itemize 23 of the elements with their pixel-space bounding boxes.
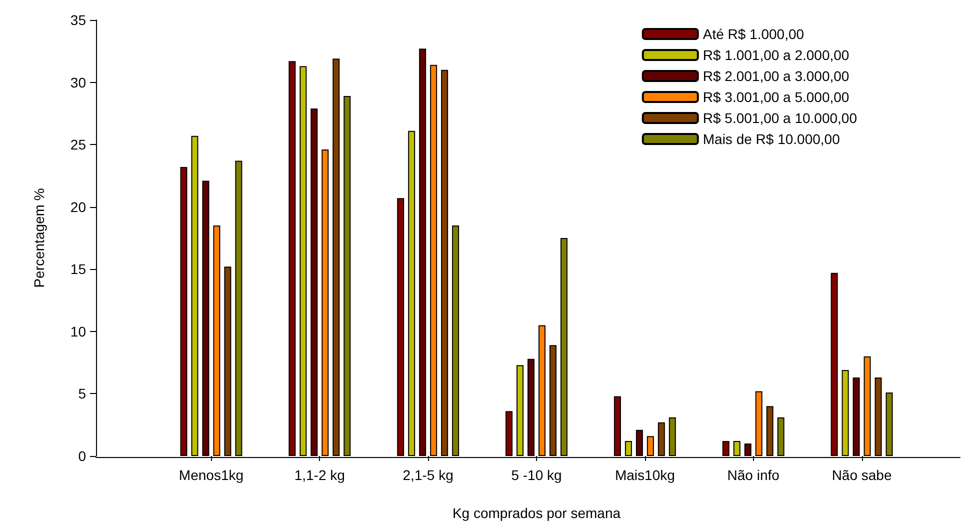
x-axis-title: Kg comprados por semana [452, 505, 621, 521]
x-tick-label: 2,1-5 kg [402, 467, 454, 483]
y-tick-label: 15 [70, 261, 86, 278]
x-tick-label: Mais10kg [614, 467, 675, 483]
y-tick-label: 30 [70, 74, 86, 90]
legend-label: R$ 3.001,00 a 5.000,00 [702, 89, 850, 105]
x-tick-label: 1,1-2 kg [294, 467, 345, 483]
legend-label: R$ 5.001,00 a 10.000,00 [702, 110, 858, 126]
legend-label: Mais de R$ 10.000,00 [702, 131, 840, 147]
y-tick-label: 0 [78, 448, 86, 464]
legend-label: R$ 1.001,00 a 2.000,00 [702, 47, 850, 63]
x-tick-label: 5 -10 kg [511, 467, 562, 483]
y-tick-label: 20 [70, 198, 86, 215]
y-tick-label: 25 [70, 136, 86, 153]
y-tick-label: 10 [70, 323, 86, 340]
y-tick-label: 35 [70, 12, 86, 28]
x-tick-label: Não sabe [832, 467, 892, 483]
x-tick-label: Menos1kg [178, 467, 244, 483]
legend-label: Até R$ 1.000,00 [702, 26, 804, 42]
y-axis-title: Percentagem % [31, 188, 47, 288]
legend-label: R$ 2.001,00 a 3.000,00 [702, 68, 850, 84]
x-tick-label: Não info [727, 467, 780, 483]
y-tick-label: 5 [78, 386, 86, 402]
